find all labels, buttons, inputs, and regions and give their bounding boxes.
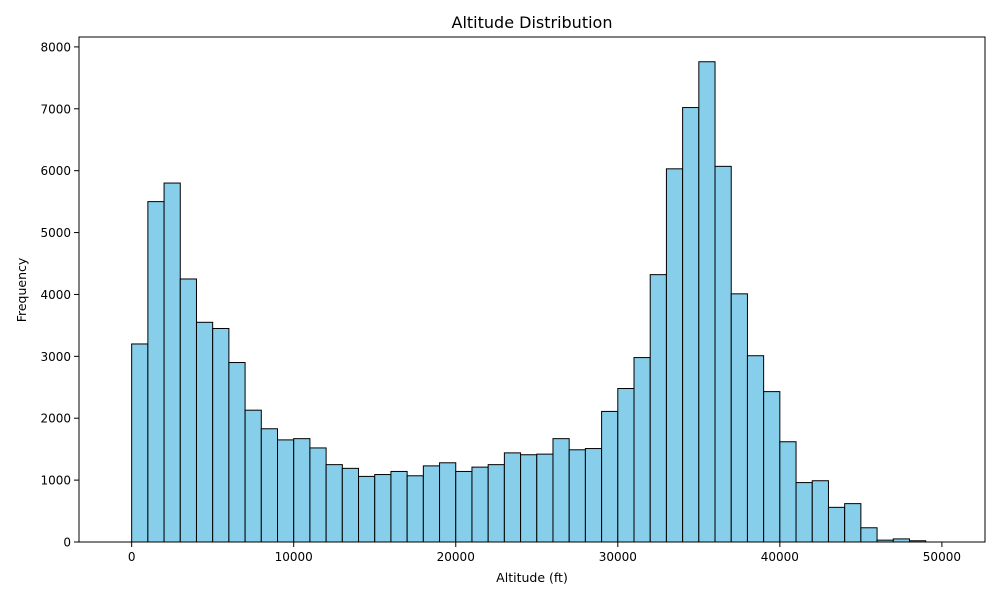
y-tick-label: 3000	[40, 350, 71, 364]
histogram-bar	[665, 168, 684, 543]
y-tick-label: 2000	[40, 412, 71, 426]
histogram-bar	[195, 321, 214, 543]
histogram-bar	[309, 447, 327, 543]
histogram-bar	[293, 438, 311, 543]
histogram-bar	[163, 182, 181, 543]
y-tick-label: 6000	[40, 164, 71, 178]
x-axis: 0 10000 20000 30000 40000 50000	[128, 542, 961, 564]
x-axis-label: Altitude (ft)	[496, 570, 568, 585]
bars-group	[131, 61, 927, 543]
y-tick-label: 4000	[40, 288, 71, 302]
histogram-bar	[147, 201, 165, 543]
histogram-bar	[390, 470, 408, 543]
x-tick-label: 30000	[599, 550, 637, 564]
histogram-bar	[277, 439, 295, 543]
x-tick-label: 40000	[761, 550, 799, 564]
histogram-bar	[406, 475, 424, 543]
histogram-bar	[487, 464, 505, 543]
histogram-bar	[471, 466, 489, 543]
histogram-bar	[260, 428, 278, 543]
chart-title: Altitude Distribution	[452, 13, 613, 32]
histogram-bar	[228, 362, 246, 543]
histogram-bar	[520, 454, 538, 543]
histogram-bar	[584, 448, 603, 543]
histogram-bar	[827, 506, 846, 543]
histogram-bar	[811, 480, 829, 543]
histogram-bar	[568, 449, 586, 543]
x-tick-label: 0	[128, 550, 136, 564]
histogram-bar	[358, 475, 376, 543]
histogram-bar	[617, 388, 635, 543]
histogram-bar	[649, 274, 667, 543]
histogram-bar	[860, 527, 878, 543]
histogram-bar	[698, 61, 716, 543]
y-tick-label: 0	[63, 536, 71, 550]
histogram-bar	[179, 278, 197, 543]
histogram-bar	[536, 453, 554, 543]
histogram-bar	[795, 482, 813, 543]
histogram-bar	[374, 474, 392, 543]
histogram-bar	[714, 165, 732, 543]
y-tick-label: 7000	[40, 102, 71, 116]
histogram-bar	[422, 465, 441, 543]
plot-frame	[78, 36, 986, 543]
x-tick-label: 50000	[923, 550, 961, 564]
histogram-bar	[341, 467, 360, 543]
histogram-bar	[244, 409, 262, 543]
histogram-bar	[552, 438, 570, 543]
y-tick-label: 5000	[40, 226, 71, 240]
histogram-bar	[503, 452, 522, 543]
histogram-bar	[682, 107, 700, 543]
histogram-bar	[746, 355, 765, 543]
histogram-bar	[131, 343, 149, 543]
y-axis-label: Frequency	[14, 257, 29, 322]
histogram-bar	[455, 470, 473, 543]
histogram-bar	[212, 327, 230, 543]
histogram-bar	[633, 357, 651, 543]
y-tick-label: 1000	[40, 474, 71, 488]
histogram-bar	[325, 464, 343, 543]
histogram-bar	[763, 391, 781, 543]
x-tick-label: 10000	[275, 550, 313, 564]
y-axis: 0 1000 2000 3000 4000 5000 6000 7000 8000	[40, 40, 79, 550]
histogram-bar	[730, 293, 748, 543]
histogram-bar	[601, 410, 619, 543]
x-tick-label: 20000	[437, 550, 475, 564]
histogram-bar	[439, 462, 457, 543]
y-tick-label: 8000	[40, 40, 71, 54]
histogram-bar	[844, 503, 862, 543]
histogram-bar	[779, 441, 797, 543]
